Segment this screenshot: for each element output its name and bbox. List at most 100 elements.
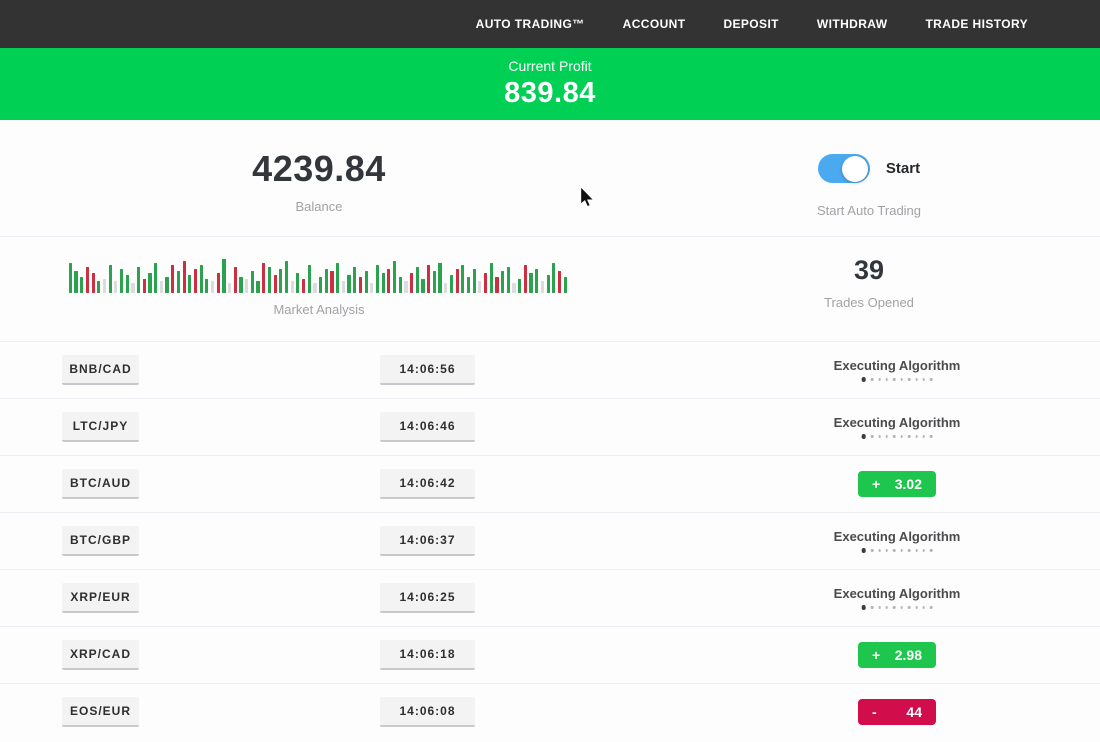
market-bar: [262, 263, 266, 293]
top-navbar: AUTO TRADING™ ACCOUNT DEPOSIT WITHDRAW T…: [0, 0, 1100, 48]
progress-dot: [907, 606, 911, 609]
market-bar: [273, 275, 277, 293]
progress-dot: [878, 606, 881, 609]
market-bar: [546, 275, 550, 293]
nav-withdraw[interactable]: WITHDRAW: [816, 17, 888, 31]
market-bar: [489, 263, 493, 293]
market-bar: [432, 271, 436, 293]
trades-list: BNB/CAD 14:06:56 Executing Algorithm LTC/JP…: [0, 341, 1100, 740]
trade-time-chip: 14:06:08: [380, 697, 475, 727]
market-bar: [97, 281, 101, 293]
result-value: 3.02: [894, 476, 922, 492]
market-bar: [415, 267, 419, 293]
market-bar: [495, 277, 499, 293]
trade-pair-chip[interactable]: XRP/CAD: [62, 640, 139, 670]
progress-dot: [870, 378, 874, 381]
market-bar: [119, 269, 124, 293]
trade-pair-chip[interactable]: BTC/AUD: [62, 469, 139, 499]
toggle-knob: [842, 155, 869, 182]
progress-dot: [861, 377, 866, 382]
market-bar: [74, 271, 78, 293]
trade-pair-chip[interactable]: BNB/CAD: [62, 355, 139, 385]
nav-deposit[interactable]: DEPOSIT: [723, 17, 779, 31]
market-bar: [557, 271, 562, 293]
trade-pair-chip[interactable]: BTC/GBP: [62, 526, 139, 556]
market-bar: [250, 271, 254, 293]
progress-dot: [907, 378, 911, 381]
trade-pair-chip[interactable]: LTC/JPY: [62, 412, 139, 442]
executing-progress-dots: [834, 434, 961, 439]
market-bar: [165, 277, 169, 293]
trade-row: XRP/EUR 14:06:25 Executing Algorithm: [0, 569, 1100, 626]
nav-trade-history[interactable]: TRADE HISTORY: [925, 17, 1028, 31]
balance-block: 4239.84 Balance: [0, 148, 638, 236]
progress-dot: [900, 435, 903, 438]
market-bar: [563, 277, 567, 293]
start-auto-trading-toggle[interactable]: [817, 154, 870, 183]
market-bar: [336, 263, 340, 293]
trades-opened-block: 39 Trades Opened: [638, 251, 1100, 338]
progress-dot: [900, 378, 903, 381]
market-bar: [245, 279, 249, 293]
trade-status: Executing Algorithm: [834, 415, 961, 439]
market-bar: [284, 261, 289, 293]
market-bar: [427, 265, 431, 293]
trade-pair-chip[interactable]: XRP/EUR: [62, 583, 139, 613]
market-bar: [290, 281, 294, 293]
trade-row: EOS/EUR 14:06:08 - 44: [0, 683, 1100, 740]
market-bar: [188, 275, 192, 293]
market-bar: [216, 273, 220, 293]
market-bar: [193, 269, 198, 293]
progress-dot: [878, 378, 881, 381]
progress-dot: [922, 435, 926, 438]
trade-time-chip: 14:06:37: [380, 526, 475, 556]
progress-dot: [930, 549, 933, 552]
trade-row: XRP/CAD 14:06:18 +2.98: [0, 626, 1100, 683]
nav-auto-trading[interactable]: AUTO TRADING™: [475, 17, 585, 31]
trade-row: LTC/JPY 14:06:46 Executing Algorithm: [0, 398, 1100, 455]
market-bar: [256, 281, 260, 293]
market-bar: [552, 263, 556, 293]
market-bar: [85, 267, 89, 293]
trade-status: Executing Algorithm: [834, 586, 960, 610]
market-bar: [341, 281, 345, 293]
market-bar: [142, 279, 146, 293]
market-bar: [205, 279, 209, 293]
market-bar: [353, 267, 357, 293]
market-bar: [523, 265, 527, 293]
progress-dot: [893, 549, 896, 552]
trade-time-chip: 14:06:18: [380, 640, 475, 670]
trade-status: Executing Algorithm: [833, 358, 961, 382]
trade-status: +2.98: [858, 642, 936, 668]
result-sign: +: [872, 647, 881, 663]
trade-result-badge: +3.02: [858, 471, 936, 497]
executing-progress-dots: [834, 377, 961, 382]
progress-dot: [870, 549, 874, 552]
auto-trading-block: Start Start Auto Trading: [638, 148, 1100, 236]
progress-dot: [861, 434, 866, 439]
market-bar: [501, 271, 505, 293]
market-bar: [210, 281, 215, 293]
market-bar: [398, 277, 402, 293]
market-bar: [159, 281, 163, 293]
market-bar: [455, 269, 459, 293]
nav-account[interactable]: ACCOUNT: [622, 17, 686, 31]
progress-dot: [915, 549, 918, 552]
progress-dot: [915, 606, 918, 609]
market-bar: [324, 269, 328, 293]
trade-row: BTC/AUD 14:06:42 +3.02: [0, 455, 1100, 512]
market-bar: [301, 279, 306, 293]
progress-dot: [907, 549, 911, 552]
market-analysis-label: Market Analysis: [273, 302, 365, 317]
progress-dot: [922, 606, 926, 609]
balance-section: 4239.84 Balance Start Start Auto Trading: [0, 120, 1100, 237]
trade-pair-chip[interactable]: EOS/EUR: [62, 697, 139, 727]
market-bar: [387, 269, 391, 293]
market-analysis-chart: [0, 251, 638, 293]
executing-algorithm-label: Executing Algorithm: [833, 529, 961, 544]
executing-algorithm-label: Executing Algorithm: [833, 358, 961, 373]
market-bar: [370, 283, 374, 293]
trade-row: BTC/GBP 14:06:37 Executing Algorithm: [0, 512, 1100, 569]
progress-dot: [900, 606, 903, 609]
market-bar: [483, 273, 488, 293]
